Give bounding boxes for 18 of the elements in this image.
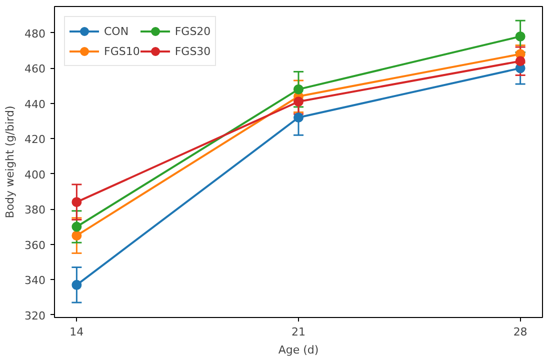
legend-label: CON bbox=[104, 24, 129, 38]
y-tick-label: 480 bbox=[24, 27, 46, 40]
y-tick-label: 380 bbox=[24, 204, 46, 217]
y-tick-label: 400 bbox=[24, 168, 46, 182]
y-tick-label: 460 bbox=[24, 62, 46, 76]
y-tick-label: 420 bbox=[24, 133, 46, 146]
x-tick-label: 21 bbox=[292, 326, 306, 338]
y-tick-label: 320 bbox=[24, 309, 46, 322]
y-axis-title: Body weight (g/bird) bbox=[4, 106, 17, 218]
x-tick-label: 28 bbox=[513, 326, 528, 338]
legend-label: FGS30 bbox=[174, 44, 211, 58]
x-axis-title: Age (d) bbox=[278, 344, 319, 356]
legend-label: FGS20 bbox=[174, 24, 211, 38]
x-tick-label: 14 bbox=[70, 326, 84, 338]
legend-label: FGS10 bbox=[104, 44, 140, 58]
y-tick-label: 360 bbox=[24, 238, 46, 252]
y-tick-label: 440 bbox=[24, 98, 46, 111]
y-tick-label: 340 bbox=[24, 274, 46, 288]
